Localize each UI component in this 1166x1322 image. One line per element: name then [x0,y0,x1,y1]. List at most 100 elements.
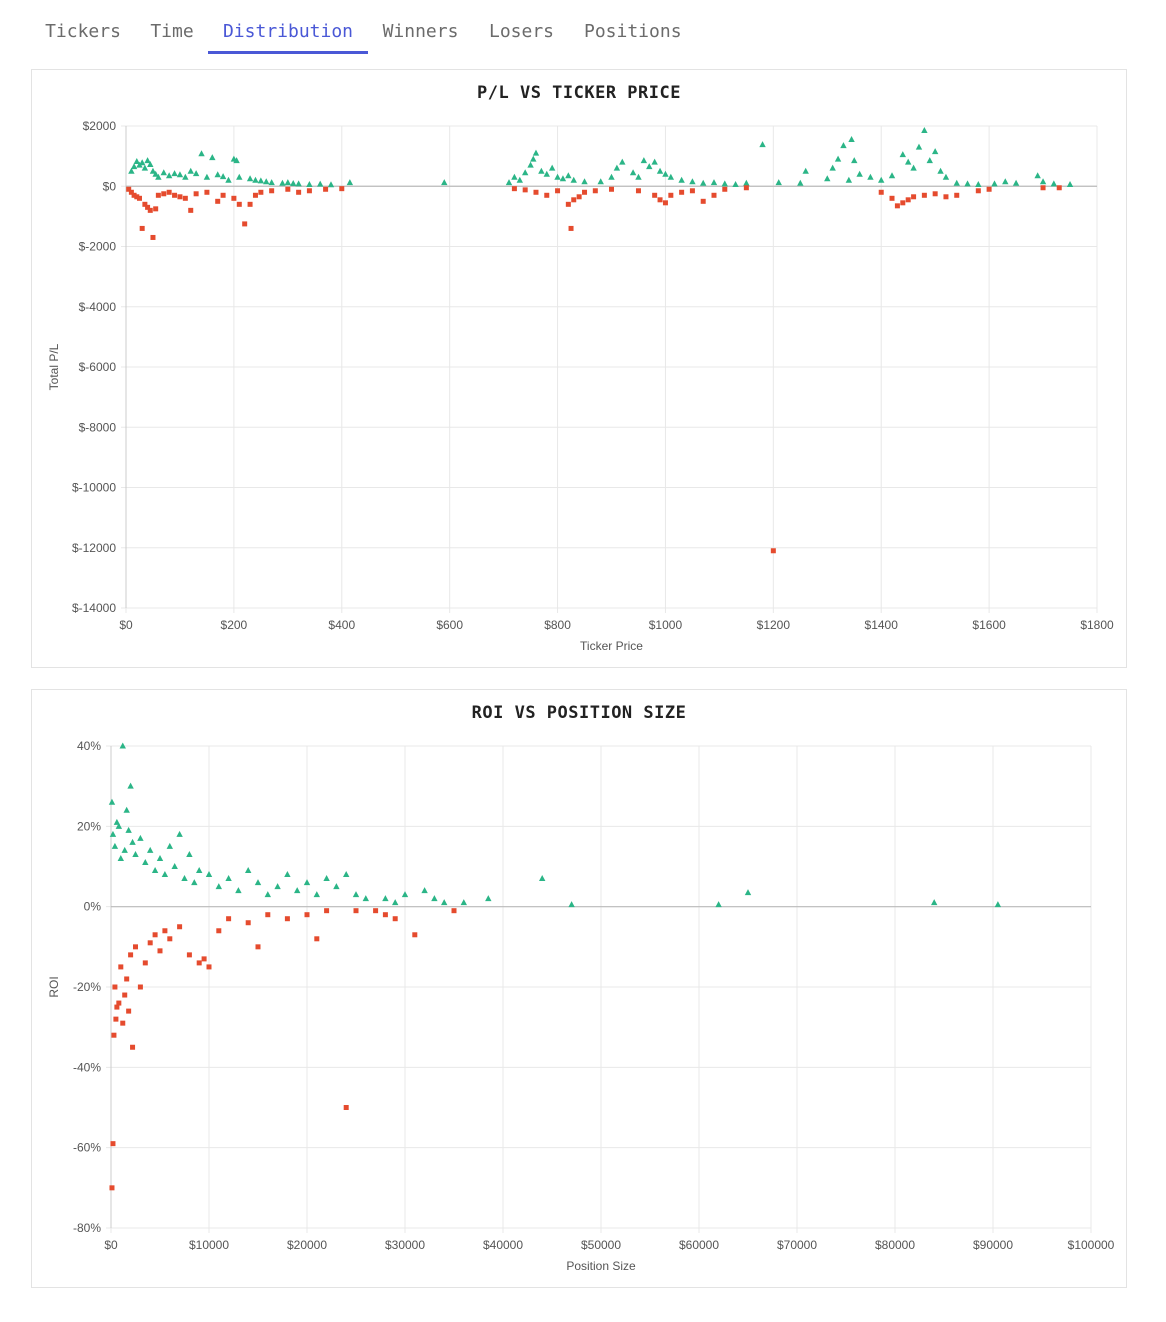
tab-distribution[interactable]: Distribution [208,18,368,54]
winner-point [1002,178,1009,185]
winner-point [113,818,121,825]
winner-point [802,167,809,174]
winner-point [268,179,275,186]
tab-tickers[interactable]: Tickers [45,21,121,42]
winner-point [710,179,718,186]
winner-point [225,176,232,183]
winner-point [117,854,124,861]
winner-point [829,164,836,171]
loser-point [118,964,124,970]
winner-point [235,887,242,894]
winner-point [317,180,324,187]
loser-point [258,189,264,195]
winner-point [245,867,252,874]
loser-point [116,1000,122,1006]
loser-point [153,206,159,212]
tab-time[interactable]: Time [150,21,194,42]
tab-losers[interactable]: Losers [489,21,555,42]
tab-winners[interactable]: Winners [382,21,459,42]
loser-point [571,197,577,203]
x-tick-label: $70000 [777,1238,817,1252]
winner-point [274,883,281,890]
loser-point [220,192,226,198]
winner-point [421,887,428,894]
loser-point [137,984,143,990]
winner-point [527,161,534,168]
y-tick-label: 0% [84,900,102,914]
loser-point [139,225,145,231]
winner-point [867,173,874,180]
winner-point [991,180,998,187]
loser-point [568,225,574,231]
winner-point [215,883,222,890]
winner-point [156,854,164,861]
winner-point [279,179,286,186]
winner-point [942,173,950,180]
winner-point [166,842,173,849]
winner-point [775,179,782,186]
x-tick-label: $90000 [973,1238,1013,1252]
loser-point [122,992,128,998]
winner-point [152,170,159,177]
winner-point [160,169,167,176]
winner-point [125,826,132,833]
winner-point [401,891,409,898]
winner-point [138,159,146,166]
winner-point [559,175,567,182]
loser-point [226,916,232,922]
winner-point [759,141,766,148]
loser-point [592,188,598,194]
winner-point [845,176,853,183]
winner-point [115,822,123,829]
loser-point [112,984,118,990]
loser-point [1056,185,1062,191]
winner-point [994,901,1002,908]
winner-point [147,161,154,168]
winner-point [219,173,227,180]
loser-point [147,207,153,213]
winner-point [689,178,696,185]
loser-point [162,928,168,934]
loser-point [975,188,981,194]
winner-point [132,850,139,857]
x-tick-label: $10000 [189,1238,229,1252]
winner-point [171,863,178,869]
roi-vs-size-chart: $0 $10000 $20000 $30000 $40000 $50000 $60000 $7… [47,739,1115,1273]
winner-point [196,867,203,874]
loser-point [296,189,302,195]
loser-point [324,908,330,914]
winner-point [568,901,575,908]
winner-point [910,164,917,171]
x-tick-label: $1200 [757,618,791,632]
winner-point [149,167,157,174]
winner-point [656,167,664,174]
winner-point [931,899,938,906]
winner-point [284,871,291,878]
winner-point [1012,179,1020,186]
loser-point [142,201,148,207]
y-axis-label: ROI [47,976,61,997]
y-tick-label: 40% [77,739,101,753]
winner-point [651,158,658,165]
x-tick-label: $1000 [649,618,683,632]
loser-point [565,201,571,207]
loser-point [889,195,895,201]
loser-point [126,1008,132,1014]
loser-point [555,188,561,194]
loser-point [582,189,588,195]
loser-point [252,192,258,198]
winner-point [382,895,389,902]
winner-point [346,179,354,186]
winner-point [744,889,752,896]
winner-point [225,875,232,882]
loser-point [954,192,960,198]
loser-point [343,1105,349,1110]
winner-point [123,806,130,813]
winner-point [721,180,728,187]
tab-positions[interactable]: Positions [584,21,682,42]
y-tick-label: $-12000 [72,541,116,555]
winner-point [352,891,360,898]
y-tick-label: 20% [77,819,101,833]
loser-point [511,186,517,192]
winner-point [732,180,739,187]
